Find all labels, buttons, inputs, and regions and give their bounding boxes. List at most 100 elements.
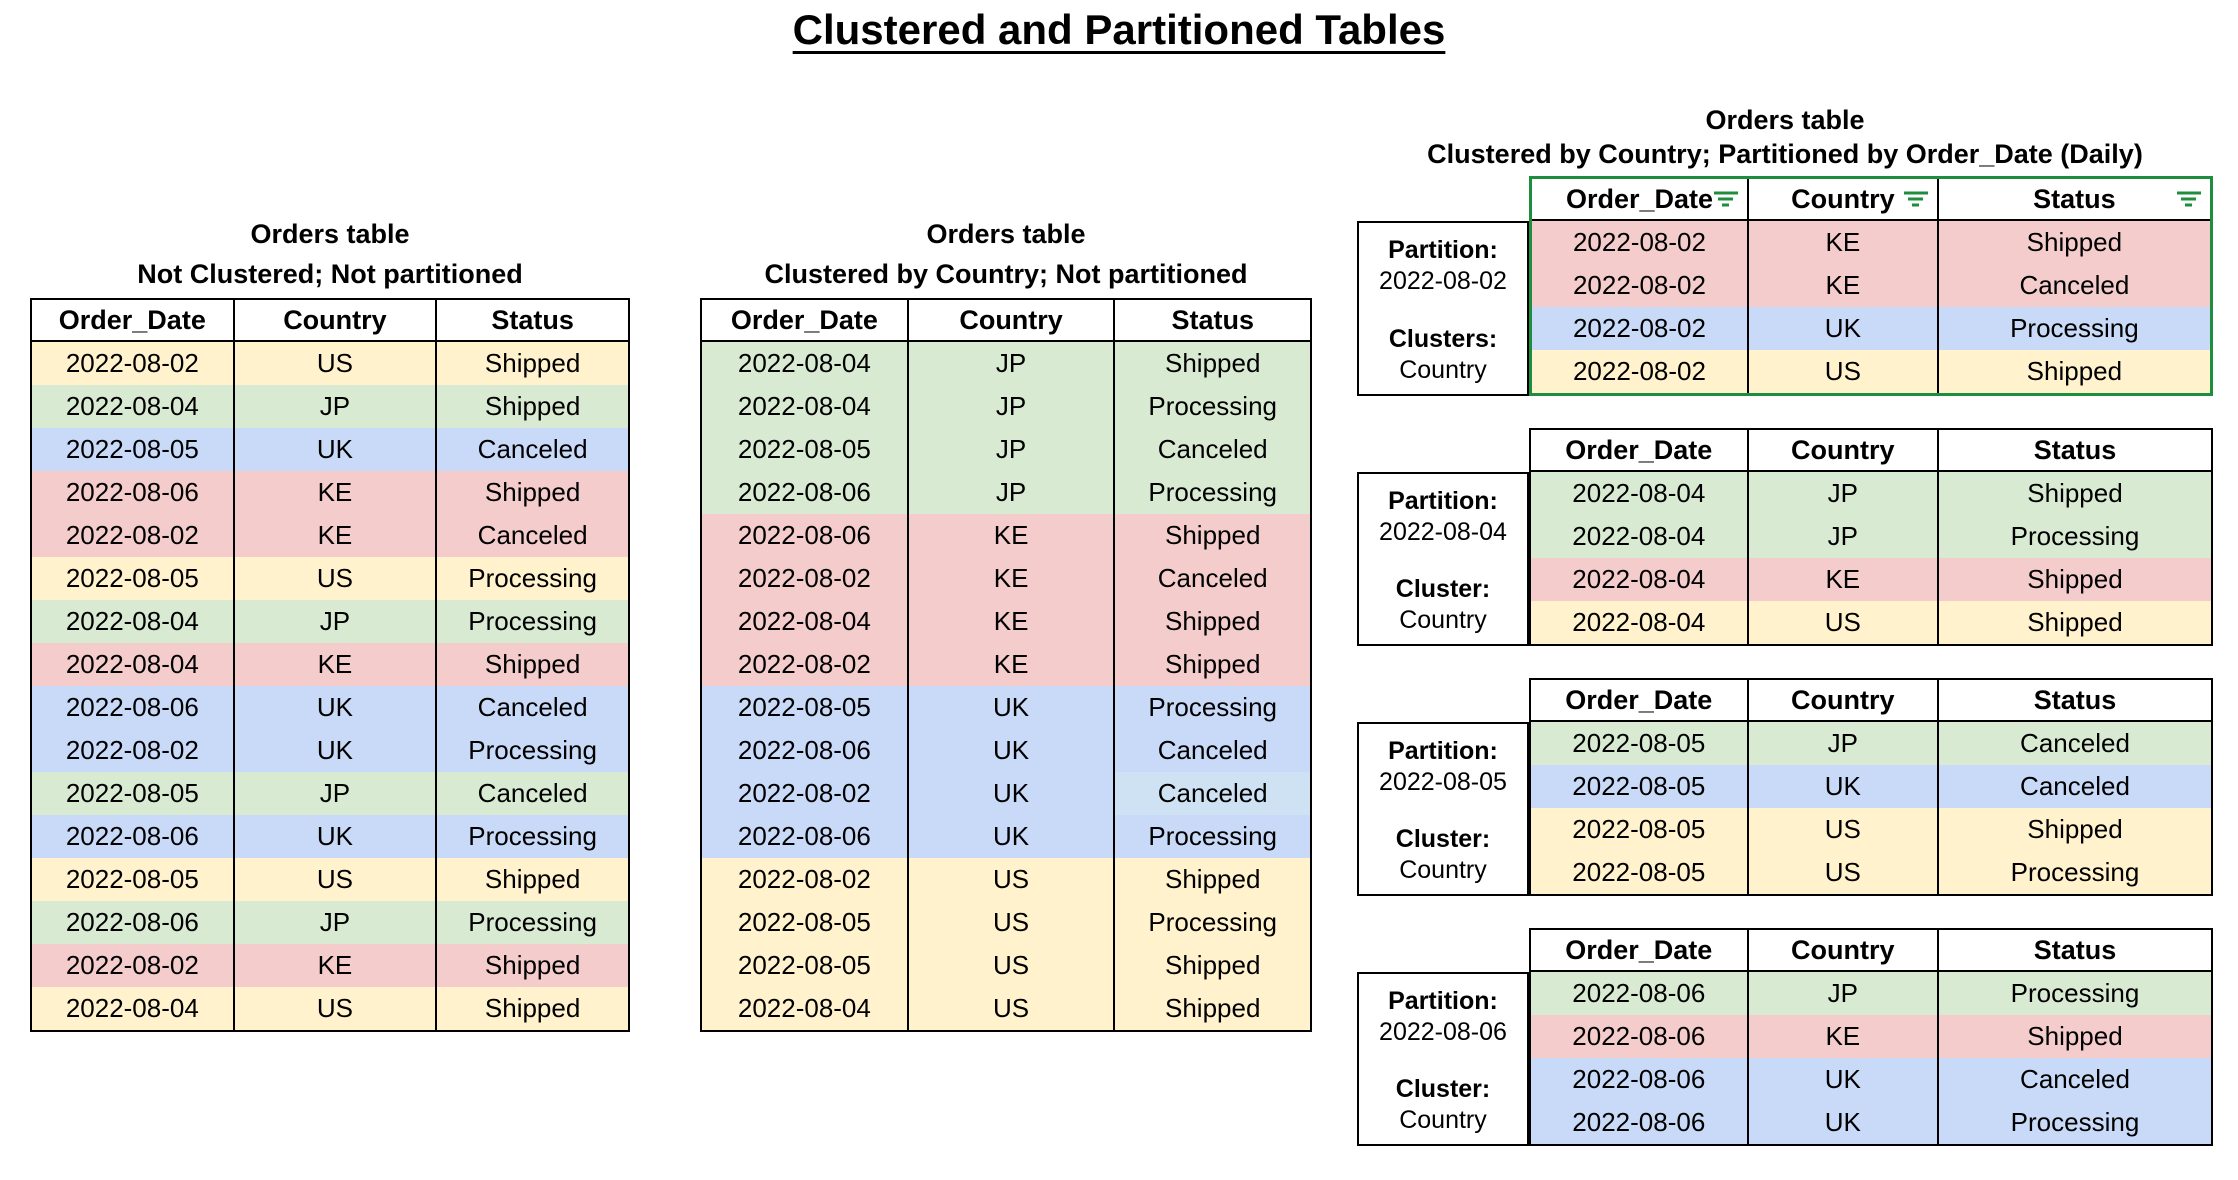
table-row: 2022-08-05 US Processing (32, 557, 628, 600)
column-header-country: Country (1749, 430, 1939, 470)
column-header-country: Country (909, 300, 1116, 340)
filter-icon[interactable] (2176, 191, 2201, 207)
table-cell: UK (1748, 1058, 1939, 1101)
column-header-label: Status (1171, 304, 1254, 335)
cluster-label: Cluster: (1395, 1075, 1491, 1103)
table-cell: Canceled (437, 686, 628, 729)
table-cell: Canceled (437, 514, 628, 557)
group-not-clustered: Orders table Not Clustered; Not partitio… (30, 218, 630, 1032)
table-cell: UK (1748, 765, 1939, 808)
table-row: 2022-08-04 JP Shipped (702, 342, 1310, 385)
column-header-country: Country (1749, 680, 1939, 720)
column-header-label: Order_Date (58, 304, 206, 335)
cluster-label: Clusters: (1388, 325, 1498, 353)
table-cell: 2022-08-04 (32, 987, 235, 1030)
table-cell: JP (234, 600, 438, 643)
table-cell: JP (1748, 972, 1939, 1015)
cluster-label: Cluster: (1395, 575, 1491, 603)
partition-label: Partition: (1388, 737, 1498, 765)
table-cell: Shipped (1938, 601, 2211, 644)
partition-label-box: Partition: 2022-08-06 Cluster: Country (1357, 972, 1529, 1146)
table-row: 2022-08-02 US Shipped (702, 858, 1310, 901)
table-cell: Processing (437, 815, 628, 858)
table-cell: US (908, 858, 1116, 901)
table-row: 2022-08-04 US Shipped (1531, 601, 2211, 644)
table-cell: KE (234, 944, 438, 987)
column-header-label: Status (2033, 934, 2117, 965)
table-cell: 2022-08-05 (32, 858, 235, 901)
table-cell: Canceled (1115, 428, 1310, 471)
table-cell: KE (908, 600, 1116, 643)
table-cell: JP (1748, 472, 1939, 515)
column-header-label: Country (1791, 434, 1895, 465)
table-cell: US (908, 901, 1116, 944)
column-header-label: Status (2033, 434, 2117, 465)
partition-label-box: Partition: 2022-08-02 Clusters: Country (1357, 221, 1529, 396)
table-cell: Canceled (1115, 729, 1310, 772)
cluster-label: Cluster: (1395, 825, 1491, 853)
table-row: 2022-08-06 UK Canceled (32, 686, 628, 729)
table-cell: 2022-08-02 (1532, 350, 1749, 393)
table-cell: KE (1748, 1015, 1939, 1058)
table-cell: US (1748, 851, 1939, 894)
table-cell: 2022-08-04 (702, 600, 909, 643)
table-cell: Canceled (1938, 264, 2210, 307)
table-row: 2022-08-04 KE Shipped (1531, 558, 2211, 601)
table-cell: 2022-08-04 (32, 600, 235, 643)
table-cell: 2022-08-06 (702, 514, 909, 557)
cluster-value: Country (1399, 356, 1487, 384)
table-cell: Processing (437, 901, 628, 944)
column-header-label: Status (2033, 183, 2116, 214)
table-cell: US (234, 987, 438, 1030)
partition-label: Partition: (1388, 987, 1498, 1015)
table-cell: 2022-08-02 (1532, 264, 1749, 307)
filter-icon[interactable] (1903, 191, 1928, 207)
table-cell: Processing (437, 729, 628, 772)
table-cell: Shipped (1938, 350, 2210, 393)
table-row: 2022-08-02 KE Canceled (32, 514, 628, 557)
table-cell: Processing (1938, 515, 2211, 558)
table-cell: Canceled (1938, 722, 2211, 765)
table-row: 2022-08-05 US Shipped (702, 944, 1310, 987)
table-cell: UK (234, 686, 438, 729)
partition-block-2022-08-06: Partition: 2022-08-06 Cluster: Country O… (1357, 928, 2213, 1146)
table-cell: 2022-08-04 (1531, 472, 1749, 515)
table-body: 2022-08-04 JP Shipped 2022-08-04 JP Processin… (702, 342, 1310, 1030)
table-cell: US (1748, 601, 1939, 644)
table-cell: UK (234, 815, 438, 858)
table-cell: KE (908, 557, 1116, 600)
partition-value: 2022-08-04 (1379, 518, 1507, 546)
table-cell: Canceled (1115, 557, 1310, 600)
table-cell: UK (908, 729, 1116, 772)
column-header-status: Status (1939, 430, 2211, 470)
table-cell: Processing (1115, 686, 1310, 729)
filter-icon[interactable] (1713, 191, 1738, 207)
table-row: 2022-08-05 UK Processing (702, 686, 1310, 729)
table-row: 2022-08-06 UK Processing (1531, 1101, 2211, 1144)
partition-label: Partition: (1388, 487, 1498, 515)
table-cell: JP (234, 385, 438, 428)
table-cell: US (234, 557, 438, 600)
table-cell: JP (1748, 515, 1939, 558)
partition-label-group: Partition: 2022-08-06 (1379, 986, 1507, 1048)
table-body: 2022-08-02 KE Shipped 2022-08-02 KE Canceled 2… (1532, 221, 2210, 393)
column-header-country: Country (1749, 930, 1939, 970)
table-cell: Shipped (1115, 858, 1310, 901)
table-cell: Shipped (437, 342, 628, 385)
column-header-order-date: Order_Date (1531, 430, 1749, 470)
partition-label-box: Partition: 2022-08-04 Cluster: Country (1357, 472, 1529, 646)
table-cell: 2022-08-02 (32, 944, 235, 987)
orders-table-clustered: Order_Date Country Status 2022-08-04 JP Sh… (700, 298, 1312, 1032)
partition-value: 2022-08-02 (1379, 267, 1507, 295)
column-header-order-date: Order_Date (1531, 680, 1749, 720)
table-cell: 2022-08-06 (702, 471, 909, 514)
table-cell: KE (908, 514, 1116, 557)
column-header-label: Order_Date (1565, 684, 1713, 715)
table-header-row: Order_Date Country Status (32, 300, 628, 342)
table-cell: JP (234, 901, 438, 944)
table-cell: 2022-08-04 (1531, 558, 1749, 601)
table-cell: 2022-08-02 (702, 557, 909, 600)
table-cell: Shipped (1115, 514, 1310, 557)
table-cell: 2022-08-05 (1531, 851, 1749, 894)
table-row: 2022-08-05 JP Canceled (32, 772, 628, 815)
